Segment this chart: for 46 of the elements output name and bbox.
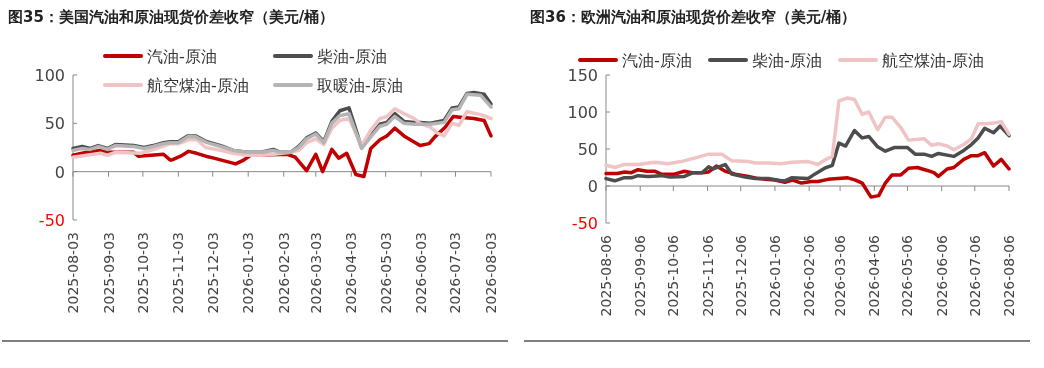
x-tick-label: 2025-10-03 (134, 232, 151, 314)
chart-title: 图35：美国汽油和原油现货价差收窄（美元/桶） (8, 8, 335, 26)
x-tick-label: 2026-01-03 (240, 232, 257, 314)
legend-label: 取暖油-原油 (317, 76, 403, 95)
x-tick-label: 2026-07-06 (966, 234, 983, 317)
x-tick-label: 2025-12-03 (204, 232, 221, 314)
x-tick-label: 2025-08-03 (65, 232, 81, 314)
x-tick-label: 2026-07-03 (447, 232, 464, 314)
x-tick-label: 2026-01-06 (766, 234, 783, 317)
y-tick-label: -50 (571, 214, 598, 233)
x-tick-label: 2025-12-06 (732, 234, 749, 317)
legend-label: 航空煤油-原油 (147, 76, 249, 95)
legend-label: 柴油-原油 (317, 47, 387, 66)
y-tick-label: -50 (38, 211, 65, 230)
y-tick-label: 50 (44, 114, 65, 134)
x-tick-label: 2025-09-03 (100, 232, 117, 314)
x-tick-label: 2026-04-03 (343, 232, 360, 314)
y-tick-label: 0 (587, 177, 598, 196)
chart-title: 图36：欧洲汽油和原油现货价差收窄（美元/桶） (530, 8, 857, 26)
legend-label: 柴油-原油 (752, 51, 822, 70)
x-tick-label: 2026-06-06 (933, 234, 950, 317)
y-tick-label: 100 (567, 103, 598, 122)
x-tick-label: 2025-09-06 (632, 234, 649, 317)
legend-label: 航空煤油-原油 (882, 51, 984, 70)
x-tick-label: 2026-02-06 (801, 234, 818, 317)
legend-label: 汽油-原油 (622, 51, 692, 70)
line-series (604, 96, 1011, 170)
x-tick-label: 2026-03-06 (832, 234, 849, 317)
x-tick-label: 2026-05-03 (377, 232, 394, 314)
x-tick-label: 2026-02-03 (275, 232, 292, 314)
x-tick-label: 2026-03-03 (307, 232, 324, 314)
x-tick-label: 2026-08-06 (1001, 234, 1017, 317)
y-tick-label: 50 (577, 140, 598, 159)
x-tick-label: 2025-11-06 (699, 234, 716, 317)
line-series (604, 124, 1011, 183)
x-tick-label: 2025-10-06 (665, 234, 682, 317)
y-tick-label: 0 (54, 162, 65, 182)
x-tick-label: 2025-08-06 (598, 234, 614, 317)
y-tick-label: 150 (567, 66, 598, 85)
x-tick-label: 2026-05-06 (899, 234, 916, 317)
legend-label: 汽油-原油 (147, 47, 217, 66)
y-tick-label: 100 (34, 66, 65, 85)
x-tick-label: 2025-11-03 (170, 232, 187, 314)
x-tick-label: 2026-04-06 (866, 234, 883, 317)
x-tick-label: 2026-08-03 (483, 232, 499, 314)
x-tick-label: 2026-06-03 (413, 232, 430, 314)
